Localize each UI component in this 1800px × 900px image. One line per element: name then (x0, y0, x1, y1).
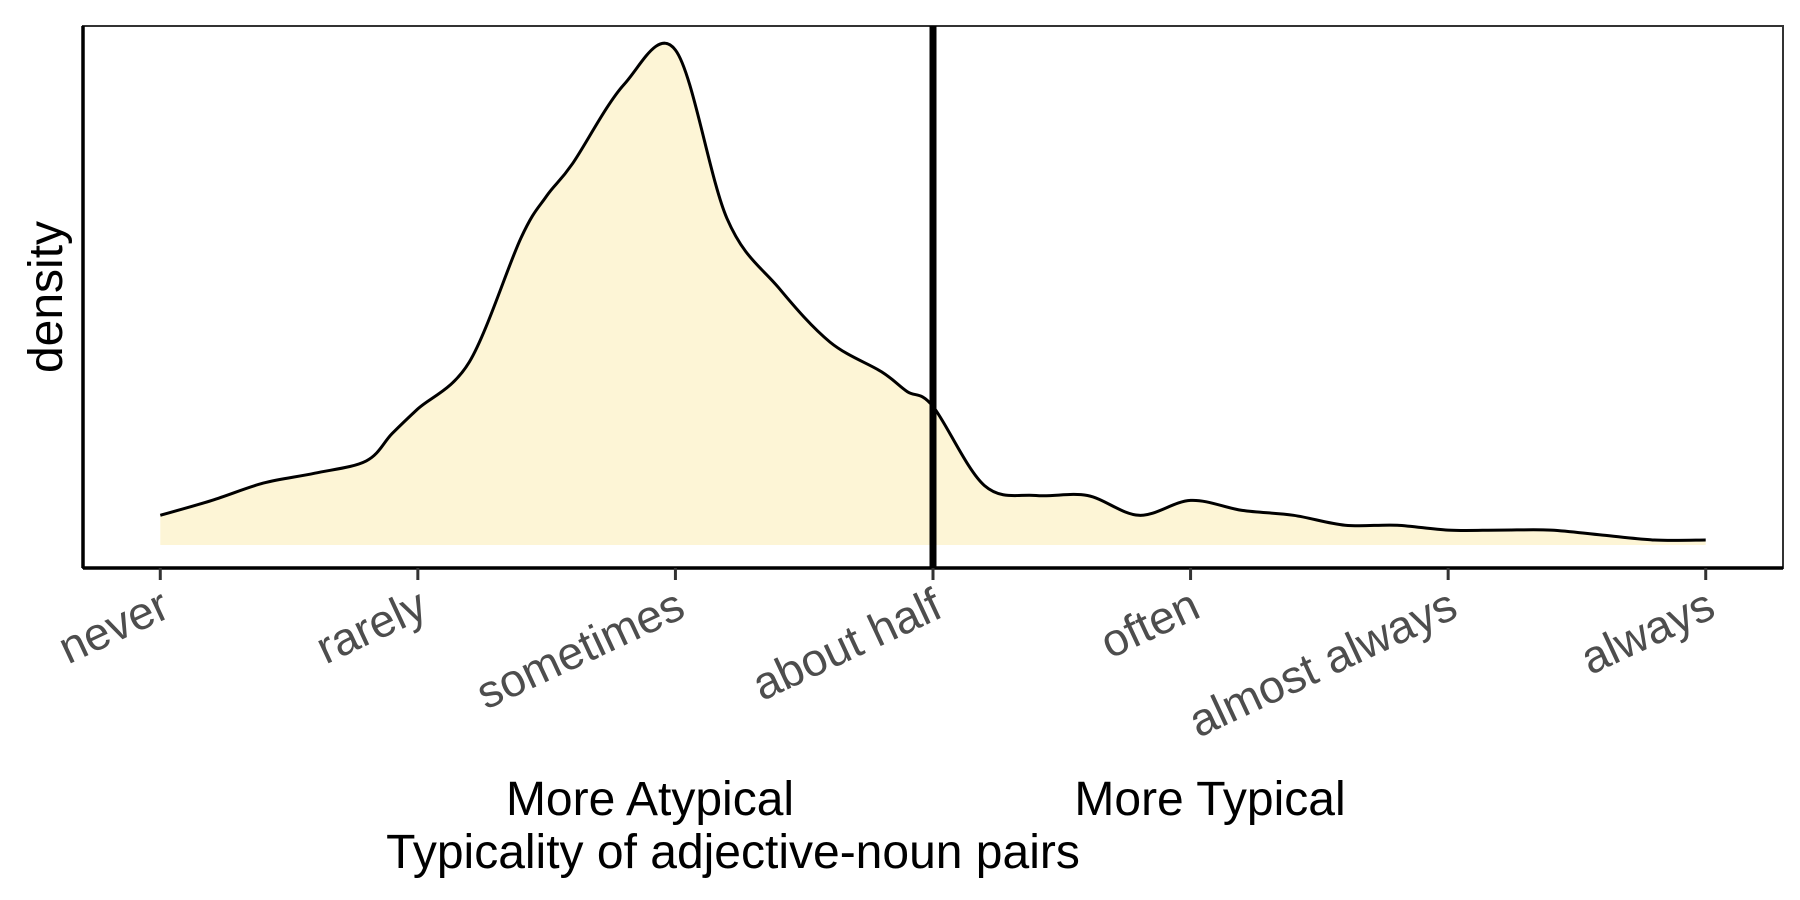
x-axis-title: Typicality of adjective-noun pairs (386, 826, 1080, 879)
density-line (159, 41, 1706, 542)
x-ticks (158, 568, 1708, 580)
x-tick-label-rarely: rarely (308, 578, 434, 674)
annotation-more-atypical: More Atypical (506, 773, 794, 826)
x-tick-label-about-half: about half (744, 578, 949, 711)
annotation-more-typical: More Typical (1074, 773, 1345, 826)
x-tick-label-almost-always: almost always (1181, 578, 1465, 747)
density-area (160, 43, 1706, 546)
x-tick-label-always: always (1573, 578, 1722, 685)
y-axis-title: density (20, 221, 73, 373)
x-tick-labels: never rarely sometimes about half oftenalmos… (50, 578, 1722, 747)
x-tick-label-often: often (1092, 578, 1207, 668)
x-tick-label-sometimes: sometimes (468, 578, 692, 719)
x-tick-label-never: never (50, 578, 176, 674)
